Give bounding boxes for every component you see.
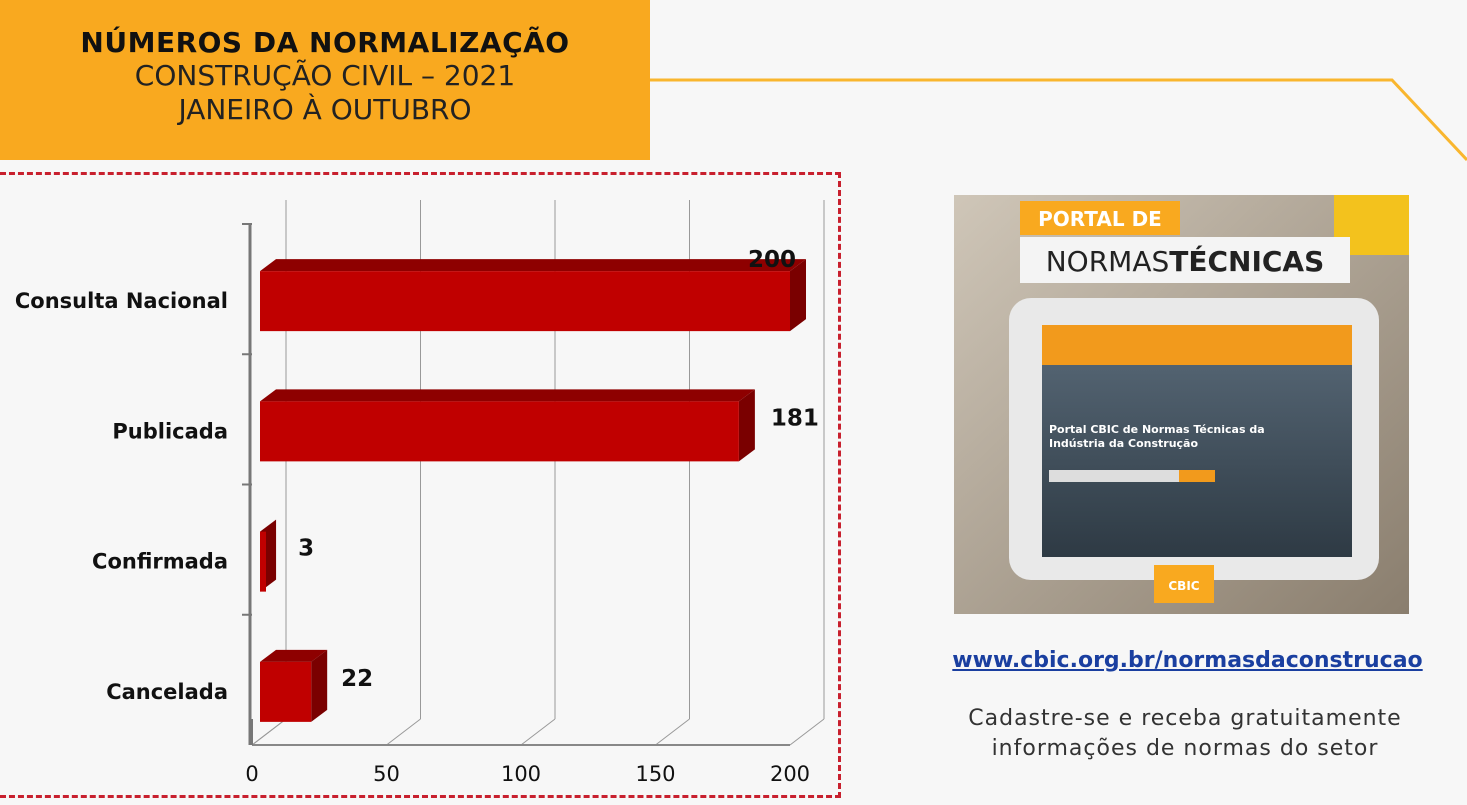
portal-promo-image[interactable]: PORTAL DE NORMASTÉCNICAS Portal CBIC de … bbox=[954, 195, 1409, 614]
category-label: Consulta Nacional bbox=[15, 289, 228, 313]
banner-line2: NORMASTÉCNICAS bbox=[1046, 244, 1325, 278]
data-label: 200 bbox=[748, 247, 796, 273]
signup-caption: Cadastre-se e receba gratuitamente infor… bbox=[920, 704, 1450, 764]
x-tick-label: 200 bbox=[770, 762, 810, 786]
data-label: 22 bbox=[341, 666, 373, 692]
screen-header bbox=[1042, 325, 1352, 365]
header-period: JANEIRO À OUTUBRO bbox=[178, 93, 472, 126]
chart-frame bbox=[0, 172, 841, 798]
cbic-logo-box bbox=[1154, 565, 1214, 603]
gridline-floor bbox=[386, 718, 421, 746]
banner-orange bbox=[1020, 201, 1180, 235]
gridline-floor bbox=[251, 718, 287, 746]
bar bbox=[260, 531, 266, 592]
screen-title: Portal CBIC de Normas Técnicas da bbox=[1049, 423, 1265, 436]
portal-link[interactable]: www.cbic.org.br/normasdaconstrucao bbox=[952, 648, 1423, 673]
bar-chart: 0 50 100 150 200 Consulta Nacional 200 Publicad… bbox=[15, 200, 825, 786]
gridline-floor bbox=[789, 718, 825, 746]
category-label: Cancelada bbox=[106, 680, 228, 704]
decorative-line bbox=[650, 78, 1467, 162]
caption-line2: informações de normas do setor bbox=[991, 736, 1379, 761]
bar-top bbox=[260, 649, 328, 662]
x-tick-label: 150 bbox=[635, 762, 675, 786]
x-tick-label: 50 bbox=[373, 762, 400, 786]
x-tick-label: 100 bbox=[501, 762, 541, 786]
cbic-logo: CBIC bbox=[1168, 579, 1199, 593]
category-label: Publicada bbox=[112, 419, 228, 443]
data-label: 3 bbox=[298, 536, 314, 562]
bar bbox=[260, 401, 739, 462]
x-tick-label: 0 bbox=[245, 762, 258, 786]
bar-top bbox=[260, 259, 806, 272]
bar-side bbox=[790, 259, 806, 332]
banner-white bbox=[1020, 237, 1350, 283]
bar bbox=[260, 661, 312, 722]
data-label: 181 bbox=[771, 405, 819, 431]
bar bbox=[260, 271, 790, 332]
bar-top bbox=[260, 389, 755, 402]
header-subtitle: CONSTRUÇÃO CIVIL – 2021 bbox=[134, 59, 516, 92]
gridline-floor bbox=[655, 718, 690, 746]
category-label: Confirmada bbox=[92, 550, 228, 574]
bar-side bbox=[738, 389, 755, 462]
bar-top bbox=[260, 519, 277, 532]
banner-line1: PORTAL DE bbox=[1038, 207, 1162, 231]
header-title: NÚMEROS DA NORMALIZAÇÃO bbox=[80, 26, 570, 59]
bar-side bbox=[311, 649, 328, 722]
header-banner: NÚMEROS DA NORMALIZAÇÃO CONSTRUÇÃO CIVIL… bbox=[0, 0, 650, 160]
gridline-floor bbox=[520, 718, 556, 746]
caption-line1: Cadastre-se e receba gratuitamente bbox=[968, 706, 1402, 731]
svg-text:Indústria da Construção: Indústria da Construção bbox=[1049, 437, 1198, 450]
